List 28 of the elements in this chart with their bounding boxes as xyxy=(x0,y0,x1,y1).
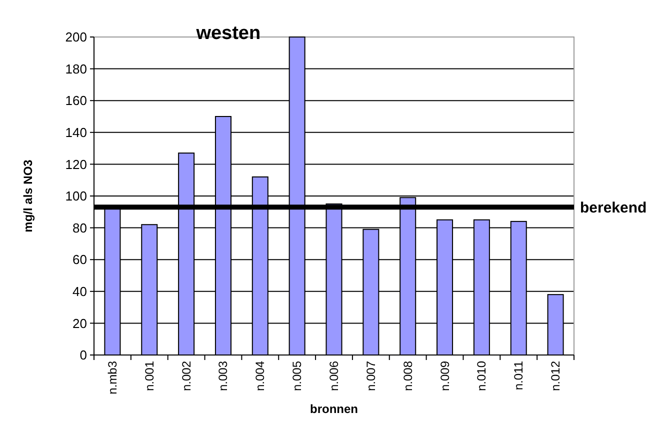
y-tick-label: 200 xyxy=(65,30,87,45)
y-tick-label: 20 xyxy=(72,316,87,331)
y-axis-title: mg/l als NO3 xyxy=(21,159,35,232)
x-tick-label: n.010 xyxy=(474,360,489,392)
x-tick-label: n.003 xyxy=(216,360,230,392)
x-tick-label: n.008 xyxy=(400,360,415,392)
y-tick-label: 160 xyxy=(65,93,87,108)
y-tick-label: 140 xyxy=(65,124,87,140)
ref-line-label: berekend xyxy=(580,199,647,216)
y-tick-label: 0 xyxy=(80,348,87,363)
x-tick-label: n.011 xyxy=(512,360,526,390)
x-tick-label: n.007 xyxy=(364,360,378,392)
chart-title: westen xyxy=(195,23,261,44)
x-tick-label: n.mb3 xyxy=(105,360,120,394)
x-tick-label: n.009 xyxy=(438,360,452,392)
y-tick-label: 100 xyxy=(65,188,87,204)
y-tick-label: 80 xyxy=(72,220,87,236)
y-tick-label: 180 xyxy=(65,61,87,76)
x-tick-label: n.002 xyxy=(179,360,194,392)
y-tick-label: 120 xyxy=(65,156,87,172)
y-tick-label: 40 xyxy=(72,284,87,299)
x-tick-label: n.001 xyxy=(142,360,156,392)
x-axis-title: bronnen xyxy=(310,402,358,416)
x-tick-label: n.006 xyxy=(327,360,341,392)
x-tick-label: n.005 xyxy=(290,360,304,392)
y-tick-label: 60 xyxy=(72,252,87,268)
x-tick-label: n.012 xyxy=(548,360,563,392)
x-tick-label: n.004 xyxy=(253,360,268,392)
